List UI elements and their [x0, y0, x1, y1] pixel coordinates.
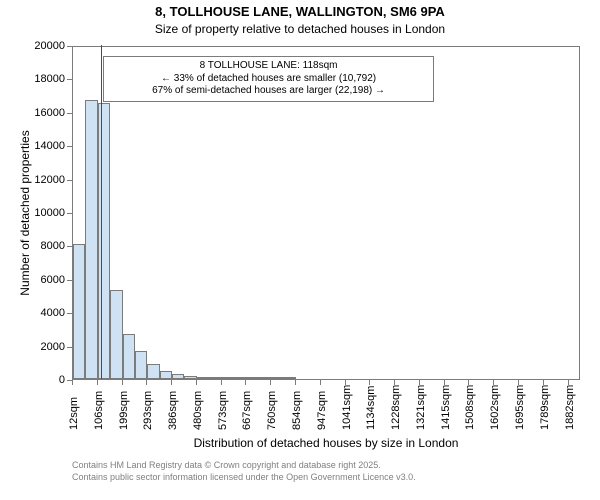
- x-tick-label: 480sqm: [192, 391, 204, 430]
- y-tick-mark: [67, 347, 72, 348]
- x-axis-title: Distribution of detached houses by size …: [72, 436, 580, 450]
- y-tick-label: 18000: [34, 73, 65, 85]
- histogram-bar: [234, 377, 246, 379]
- y-tick-label: 12000: [34, 174, 65, 186]
- x-tick-label: 106sqm: [93, 391, 105, 430]
- histogram-bar: [209, 377, 221, 379]
- x-tick-mark: [320, 380, 321, 385]
- x-tick-label: 199sqm: [118, 391, 130, 430]
- histogram-bar: [184, 376, 196, 379]
- y-tick-mark: [67, 180, 72, 181]
- annotation-line: 67% of semi-detached houses are larger (…: [107, 85, 429, 98]
- x-tick-label: 1415sqm: [440, 385, 452, 430]
- x-tick-mark: [146, 380, 147, 385]
- credits-text: Contains HM Land Registry data © Crown c…: [72, 460, 416, 483]
- y-tick-label: 4000: [41, 307, 65, 319]
- histogram-bar: [85, 100, 97, 379]
- x-tick-label: 1508sqm: [464, 385, 476, 430]
- histogram-bar: [135, 351, 147, 379]
- x-tick-label: 854sqm: [291, 391, 303, 430]
- x-tick-label: 573sqm: [217, 391, 229, 430]
- histogram-bar: [259, 377, 271, 379]
- x-tick-label: 1695sqm: [514, 385, 526, 430]
- histogram-bar: [98, 103, 110, 379]
- x-tick-mark: [72, 380, 73, 385]
- x-tick-mark: [369, 380, 370, 385]
- x-tick-label: 667sqm: [241, 391, 253, 430]
- chart-title: 8, TOLLHOUSE LANE, WALLINGTON, SM6 9PA: [0, 4, 600, 19]
- histogram-bar: [197, 377, 209, 379]
- histogram-bar: [284, 377, 296, 379]
- y-tick-label: 10000: [34, 207, 65, 219]
- histogram-bar: [147, 364, 159, 379]
- y-tick-mark: [67, 213, 72, 214]
- chart-subtitle: Size of property relative to detached ho…: [0, 22, 600, 36]
- x-tick-mark: [171, 380, 172, 385]
- credits-line: Contains public sector information licen…: [72, 472, 416, 484]
- histogram-bar: [160, 371, 172, 379]
- annotation-line: 8 TOLLHOUSE LANE: 118sqm: [107, 60, 429, 73]
- x-tick-mark: [270, 380, 271, 385]
- property-marker-line: [101, 45, 102, 379]
- x-tick-label: 1228sqm: [390, 385, 402, 430]
- y-tick-label: 2000: [41, 341, 65, 353]
- histogram-bar: [73, 244, 85, 379]
- credits-line: Contains HM Land Registry data © Crown c…: [72, 460, 416, 472]
- y-tick-mark: [67, 280, 72, 281]
- annotation-box: 8 TOLLHOUSE LANE: 118sqm← 33% of detache…: [103, 56, 433, 102]
- x-tick-mark: [295, 380, 296, 385]
- x-tick-mark: [245, 380, 246, 385]
- x-tick-label: 1602sqm: [489, 385, 501, 430]
- y-tick-mark: [67, 113, 72, 114]
- y-tick-label: 0: [59, 374, 65, 386]
- y-axis-title: Number of detached properties: [18, 46, 32, 380]
- histogram-bar: [271, 377, 283, 379]
- x-tick-label: 293sqm: [142, 391, 154, 430]
- x-tick-mark: [196, 380, 197, 385]
- y-tick-mark: [67, 46, 72, 47]
- y-tick-label: 16000: [34, 107, 65, 119]
- histogram-bar: [246, 377, 258, 379]
- histogram-bar: [172, 374, 184, 379]
- plot-area: 8 TOLLHOUSE LANE: 118sqm← 33% of detache…: [72, 46, 580, 380]
- histogram-bar: [110, 290, 122, 379]
- histogram-bar: [222, 377, 234, 379]
- x-tick-label: 1321sqm: [415, 385, 427, 430]
- x-tick-label: 1882sqm: [564, 385, 576, 430]
- y-tick-label: 6000: [41, 274, 65, 286]
- x-tick-label: 760sqm: [266, 391, 278, 430]
- y-tick-mark: [67, 146, 72, 147]
- annotation-line: ← 33% of detached houses are smaller (10…: [107, 73, 429, 86]
- y-tick-mark: [67, 79, 72, 80]
- y-tick-label: 20000: [34, 40, 65, 52]
- x-tick-mark: [122, 380, 123, 385]
- y-tick-mark: [67, 313, 72, 314]
- y-tick-label: 8000: [41, 240, 65, 252]
- y-tick-mark: [67, 246, 72, 247]
- histogram-bar: [123, 334, 135, 379]
- x-tick-label: 1789sqm: [539, 385, 551, 430]
- x-tick-label: 1134sqm: [365, 386, 377, 430]
- x-tick-mark: [221, 380, 222, 385]
- x-tick-label: 947sqm: [316, 391, 328, 430]
- x-tick-label: 386sqm: [167, 391, 179, 430]
- x-tick-mark: [97, 380, 98, 385]
- x-tick-label: 12sqm: [68, 397, 80, 430]
- x-tick-label: 1041sqm: [341, 385, 353, 430]
- y-tick-label: 14000: [34, 140, 65, 152]
